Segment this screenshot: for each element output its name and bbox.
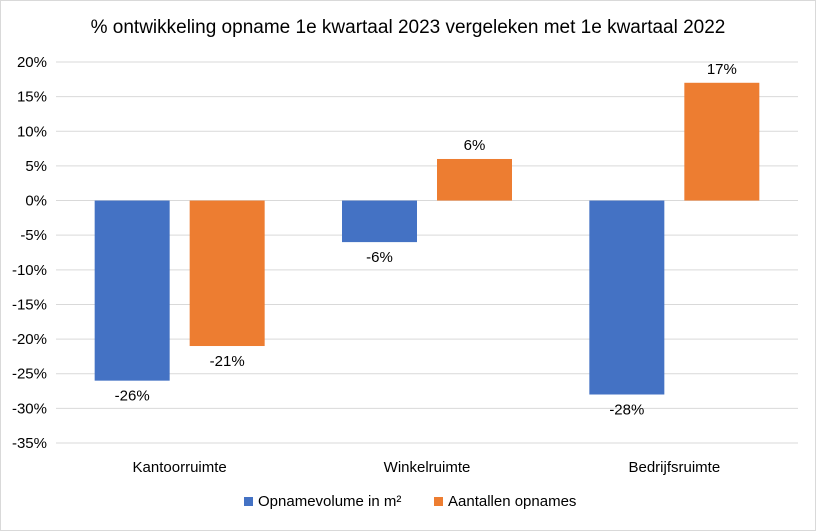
y-tick-label: -25% <box>12 366 47 383</box>
x-category-label: Winkelruimte <box>384 459 471 476</box>
x-category-label: Kantoorruimte <box>133 459 227 476</box>
legend-item: Aantallen opnames <box>434 493 576 510</box>
data-label: -6% <box>366 249 393 266</box>
y-tick-label: 5% <box>25 158 47 175</box>
y-tick-label: 20% <box>17 54 47 71</box>
y-tick-label: -15% <box>12 296 47 313</box>
legend-label: Opnamevolume in m² <box>258 493 401 510</box>
bar <box>589 200 665 395</box>
bar <box>437 158 512 201</box>
bar <box>684 82 760 201</box>
data-label: 17% <box>707 61 737 78</box>
y-tick-label: -35% <box>12 435 47 452</box>
data-label: -21% <box>210 353 245 370</box>
legend-swatch <box>434 497 443 506</box>
bar <box>94 200 170 381</box>
bars-layer <box>94 82 760 395</box>
bar <box>189 200 265 347</box>
legend: Opnamevolume in m² Aantallen opnames <box>244 493 576 510</box>
y-axis-tick-labels: 20% 15% 10% 5% 0% -5% -10% -15% -20% -25% -30% -35% <box>12 54 47 452</box>
grid-layer <box>56 61 798 444</box>
chart-title: % ontwikkeling opname 1e kwartaal 2023 v… <box>91 17 726 38</box>
y-tick-label: 0% <box>25 193 47 210</box>
x-axis-category-labels: Kantoorruimte Winkelruimte Bedrijfsruimte <box>133 459 721 476</box>
y-tick-label: -5% <box>20 227 47 244</box>
data-label: -26% <box>115 388 150 405</box>
legend-swatch <box>244 497 253 506</box>
y-tick-label: 15% <box>17 89 47 106</box>
y-tick-label: -30% <box>12 400 47 417</box>
data-label: -28% <box>609 402 644 419</box>
legend-item: Opnamevolume in m² <box>244 493 401 510</box>
legend-label: Aantallen opnames <box>448 493 576 510</box>
x-category-label: Bedrijfsruimte <box>628 459 720 476</box>
data-labels-layer: -26% -21% -6% 6% -28% 17% <box>115 61 737 419</box>
y-tick-label: -10% <box>12 262 47 279</box>
bar <box>342 200 417 243</box>
y-tick-label: 10% <box>17 123 47 140</box>
data-label: 6% <box>464 137 486 154</box>
y-tick-label: -20% <box>12 331 47 348</box>
